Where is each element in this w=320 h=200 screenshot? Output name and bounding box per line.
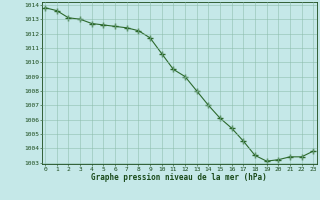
X-axis label: Graphe pression niveau de la mer (hPa): Graphe pression niveau de la mer (hPa) bbox=[91, 173, 267, 182]
